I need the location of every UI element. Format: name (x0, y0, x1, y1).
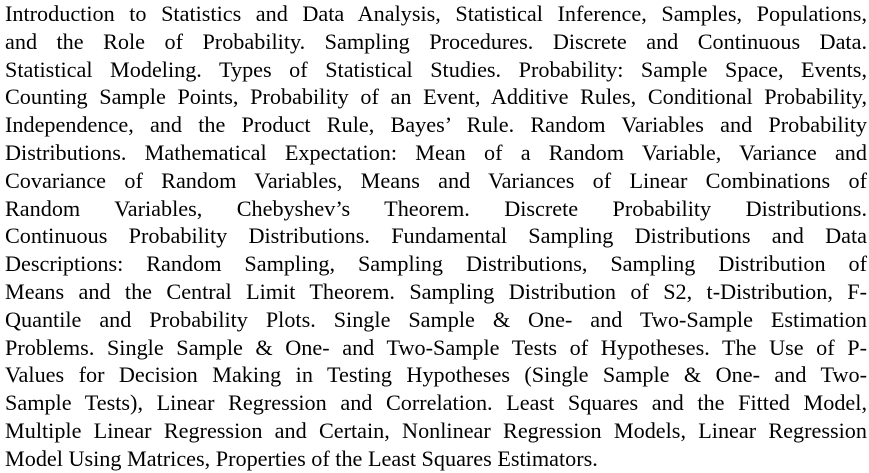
paragraph-line: Values for Decision Making in Testing Hy… (5, 362, 867, 388)
paragraph-line: Model Using Matrices, Properties of the … (5, 445, 598, 471)
paragraph-line: Quantile and Probability Plots. Single S… (5, 306, 867, 332)
paragraph-line: Multiple Linear Regression and Certain, … (5, 417, 867, 443)
paragraph-line: Sample Tests), Linear Regression and Cor… (5, 390, 867, 416)
paragraph-line: Random Variables, Chebyshev’s Theorem. D… (5, 195, 867, 221)
paragraph-line: Continuous Probability Distributions. Fu… (5, 223, 867, 249)
paragraph-line: Means and the Central Limit Theorem. Sam… (5, 278, 867, 304)
paragraph-line: and the Role of Probability. Sampling Pr… (5, 28, 867, 54)
syllabus-paragraph: Introduction to Statistics and Data Anal… (5, 0, 867, 473)
paragraph-line: Counting Sample Points, Probability of a… (5, 84, 867, 110)
paragraph-line: Problems. Single Sample & One- and Two-S… (5, 334, 867, 360)
paragraph-line: Statistical Modeling. Types of Statistic… (5, 56, 867, 82)
paragraph-line: Introduction to Statistics and Data Anal… (5, 1, 867, 26)
paragraph-line: Covariance of Random Variables, Means an… (5, 167, 867, 193)
paragraph-line: Descriptions: Random Sampling, Sampling … (5, 251, 867, 277)
paragraph-line: Independence, and the Product Rule, Baye… (5, 112, 867, 138)
paragraph-line: Distributions. Mathematical Expectation:… (5, 139, 867, 165)
